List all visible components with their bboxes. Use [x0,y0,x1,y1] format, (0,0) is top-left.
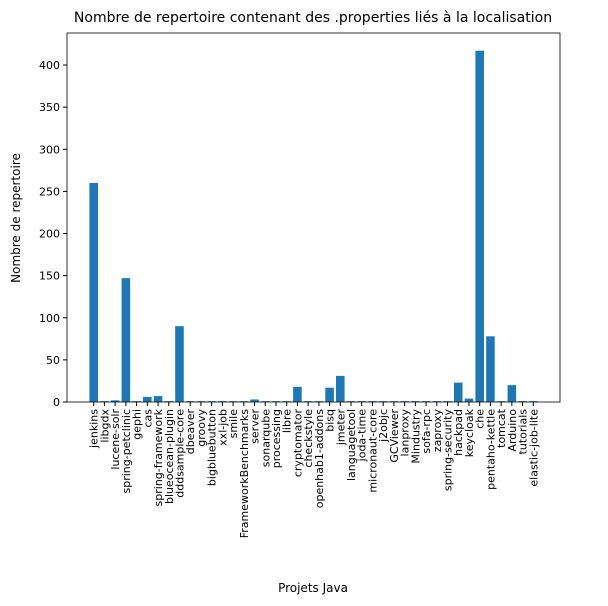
x-tick-label: Arduino [506,409,519,452]
bar [185,401,195,402]
bar [400,401,409,402]
x-tick-label: cas [141,409,154,428]
bar [228,401,238,402]
x-tick-label: spring-petclinic [120,409,133,494]
x-tick-label: checkstyle [302,409,315,468]
bar [110,400,120,402]
bar [486,336,495,402]
bar [143,396,152,402]
bar [175,326,184,402]
bar [432,401,442,402]
bar [164,401,174,402]
bar [529,401,538,402]
bar [411,401,420,402]
y-tick-label: 50 [46,354,60,367]
bar [421,401,431,402]
bar [518,401,527,402]
y-tick-label: 250 [39,185,60,198]
plot-frame [66,32,561,403]
bar [293,386,302,402]
x-tick-label: xxl-job [216,409,229,446]
x-tick-label: languagetool [345,409,358,481]
x-tick-label: blueocean-plugin [163,409,176,504]
x-tick-label: tutorials [517,409,530,455]
x-tick-label: server [249,409,262,444]
x-tick-label: cryptomator [291,409,304,478]
bar [336,375,345,402]
x-tick-label: GCViewer [388,409,401,463]
x-tick-label: joda-time [356,409,369,463]
x-tick-label: Mindustry [409,409,422,464]
bar [443,401,452,402]
x-tick-label: jmeter [334,409,347,447]
x-tick-label: spring-framework [152,408,165,506]
bar [325,387,334,402]
x-tick-label: tomcat [495,408,508,448]
x-tick-label: dbeaver [184,409,197,455]
x-tick-label: libgdx [98,409,111,443]
bar [282,401,291,402]
x-tick-label: lanproxy [399,409,412,457]
x-tick-label: hackpad [452,409,465,456]
x-tick-label: libre [281,409,294,433]
bar [100,401,109,402]
x-tick-label: dddsample-core [173,409,186,498]
x-tick-label: spring-security [442,409,455,492]
y-tick-label: 300 [39,143,60,156]
bar [507,385,517,402]
x-tick-label: zaproxy [431,409,444,453]
x-tick-label: sofa-rpc [420,409,433,454]
bar [218,401,227,402]
chart-title: Nombre de repertoire contenant des .prop… [74,10,552,26]
x-tick-label: pentaho-kettle [484,409,497,490]
x-tick-label: j2objc [377,409,390,443]
bar [346,401,356,402]
bar [314,401,324,402]
bar [132,401,141,402]
bar [368,401,377,402]
bar [89,182,98,402]
x-tick-label: processing [270,409,283,468]
bar [271,401,281,402]
y-tick-label: 200 [39,228,60,241]
bar [239,401,249,402]
bar [389,401,399,402]
bar [475,50,484,403]
x-tick-label: openhab1-addons [313,409,326,509]
x-tick-label: bisq [324,409,337,432]
x-tick-label: jenkins [88,409,101,449]
bar [250,399,259,402]
x-axis-label: Projets Java [278,581,348,595]
y-tick-label: 400 [39,59,60,72]
x-tick-label: gephi [131,409,144,440]
bar [260,401,270,402]
x-tick-label: lucene-solr [109,409,122,470]
y-tick-label: 150 [39,270,60,283]
x-tick-label: sonarqube [259,409,272,467]
bar [378,401,388,402]
bar [453,382,463,402]
x-tick-label: keycloak [463,408,476,457]
bar [121,278,131,402]
bar [196,401,206,402]
bar [464,398,474,402]
x-tick-label: smile [227,409,240,439]
bar [207,401,216,402]
x-tick-label: bigbluebutton [206,409,219,486]
y-axis-label: Nombre de repertoire [9,153,23,283]
bar [496,401,506,402]
x-tick-label: groovy [195,409,208,447]
x-tick-label: che [474,409,487,429]
y-tick-label: 100 [39,312,60,325]
y-tick-label: 350 [39,101,60,114]
bar [153,396,163,402]
x-tick-label: micronaut-core [366,409,379,493]
bar [357,401,367,402]
y-tick-label: 0 [53,396,60,409]
x-tick-label: elastic-job-lite [527,409,540,487]
x-tick-label: FrameworkBenchmarks [238,409,251,539]
bar [303,401,313,402]
